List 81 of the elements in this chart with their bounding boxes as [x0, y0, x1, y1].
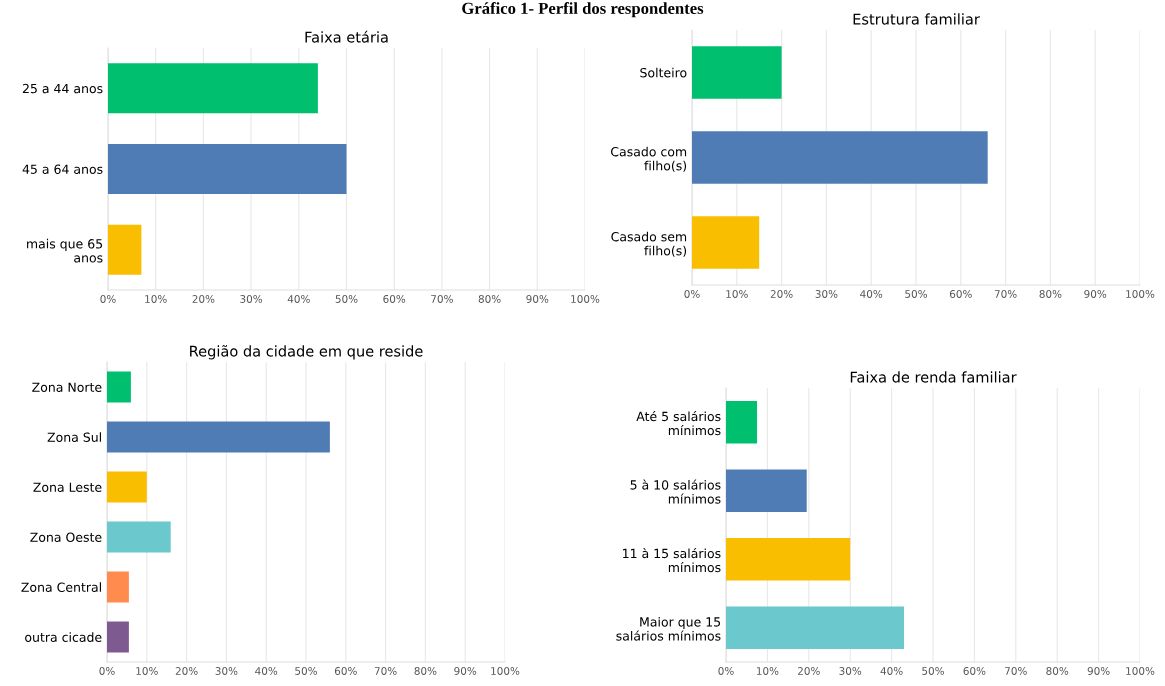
x-tick-label: 40% — [255, 667, 278, 675]
x-tick-label: 90% — [454, 667, 477, 675]
x-tick-label: 80% — [1046, 667, 1069, 675]
y-tick-label: outra cicade — [25, 632, 102, 642]
x-tick-label: 10% — [136, 667, 158, 675]
y-tick-label: Zona Oeste — [30, 532, 102, 542]
x-tick-label: 100% — [571, 295, 600, 303]
y-tick-label: Casado sem filho(s) — [611, 231, 687, 257]
x-tick-label: 0% — [100, 295, 116, 303]
x-tick-label: 10% — [726, 290, 748, 298]
bar — [726, 538, 851, 581]
y-tick-label: 25 a 44 anos — [22, 83, 103, 94]
bar — [726, 401, 758, 444]
x-tick-label: 40% — [880, 667, 903, 675]
x-tick-label: 40% — [860, 290, 883, 298]
bar — [692, 46, 782, 99]
y-tick-label: Solteiro — [640, 67, 687, 78]
x-tick-label: 70% — [1005, 667, 1027, 675]
bar — [107, 521, 171, 553]
y-tick-label: 11 à 15 salários mínimos — [623, 547, 721, 573]
bar — [726, 606, 905, 649]
x-tick-label: 20% — [175, 667, 198, 675]
x-tick-label: 90% — [526, 295, 549, 303]
x-tick-label: 10% — [145, 295, 167, 303]
bar — [108, 143, 347, 195]
chart-title: Faixa de renda familiar — [850, 371, 1017, 383]
x-tick-label: 50% — [335, 295, 358, 303]
x-tick-label: 70% — [374, 667, 397, 675]
x-tick-label: 50% — [905, 290, 927, 298]
y-tick-label: Maior que 15 salários mínimos — [616, 616, 721, 641]
bar — [107, 371, 131, 403]
x-tick-label: 30% — [839, 667, 862, 675]
x-tick-label: 100% — [1126, 290, 1155, 298]
y-tick-label: Até 5 salários mínimos — [636, 410, 721, 436]
bar — [108, 63, 318, 114]
x-tick-label: 30% — [240, 295, 263, 303]
x-tick-label: 30% — [815, 290, 838, 298]
y-tick-label: Zona Norte — [32, 382, 102, 392]
bar — [692, 216, 760, 269]
text: Gráfico 1- Perfil dos respondentes — [462, 2, 704, 18]
chart-title: Faixa etária — [305, 30, 388, 43]
y-tick-label: Zona Central — [21, 582, 101, 592]
chart-title: Estrutura familiar — [853, 13, 980, 25]
y-tick-label: Zona Leste — [33, 482, 102, 492]
x-tick-label: 20% — [797, 667, 820, 675]
y-tick-label: 45 a 64 anos — [22, 164, 103, 174]
x-tick-label: 90% — [1087, 667, 1110, 675]
y-tick-label: mais que 65 anos — [27, 238, 103, 263]
x-tick-label: 70% — [994, 290, 1017, 298]
x-tick-label: 80% — [478, 295, 501, 303]
x-tick-label: 100% — [491, 667, 520, 675]
x-tick-label: 0% — [684, 290, 700, 298]
x-tick-label: 0% — [718, 667, 734, 675]
chart-title: Região da cidade em que reside — [190, 345, 423, 360]
bar — [726, 469, 807, 512]
y-tick-label: Casado com filho(s) — [611, 146, 687, 172]
x-tick-label: 0% — [99, 667, 115, 675]
x-tick-label: 80% — [414, 667, 437, 675]
x-tick-label: 20% — [192, 295, 215, 303]
x-tick-label: 50% — [922, 667, 944, 675]
bar — [107, 421, 330, 453]
x-tick-label: 100% — [1126, 667, 1155, 675]
y-tick-label: 5 à 10 salários mínimos — [630, 479, 721, 504]
x-tick-label: 40% — [287, 295, 310, 303]
x-tick-label: 90% — [1084, 290, 1107, 298]
x-tick-label: 30% — [215, 667, 238, 675]
bar — [107, 471, 147, 503]
x-tick-label: 60% — [334, 667, 357, 675]
y-tick-label: Zona Sul — [47, 432, 101, 442]
x-tick-label: 10% — [756, 667, 779, 675]
x-tick-label: 20% — [770, 290, 793, 298]
x-tick-label: 60% — [383, 295, 406, 303]
bar — [108, 224, 142, 275]
bar — [692, 131, 988, 184]
x-tick-label: 70% — [431, 295, 453, 303]
x-tick-label: 50% — [295, 667, 317, 675]
bar — [107, 621, 129, 653]
x-tick-label: 80% — [1039, 290, 1062, 298]
x-tick-label: 60% — [949, 290, 972, 298]
bar — [107, 571, 129, 603]
x-tick-label: 60% — [963, 667, 986, 675]
